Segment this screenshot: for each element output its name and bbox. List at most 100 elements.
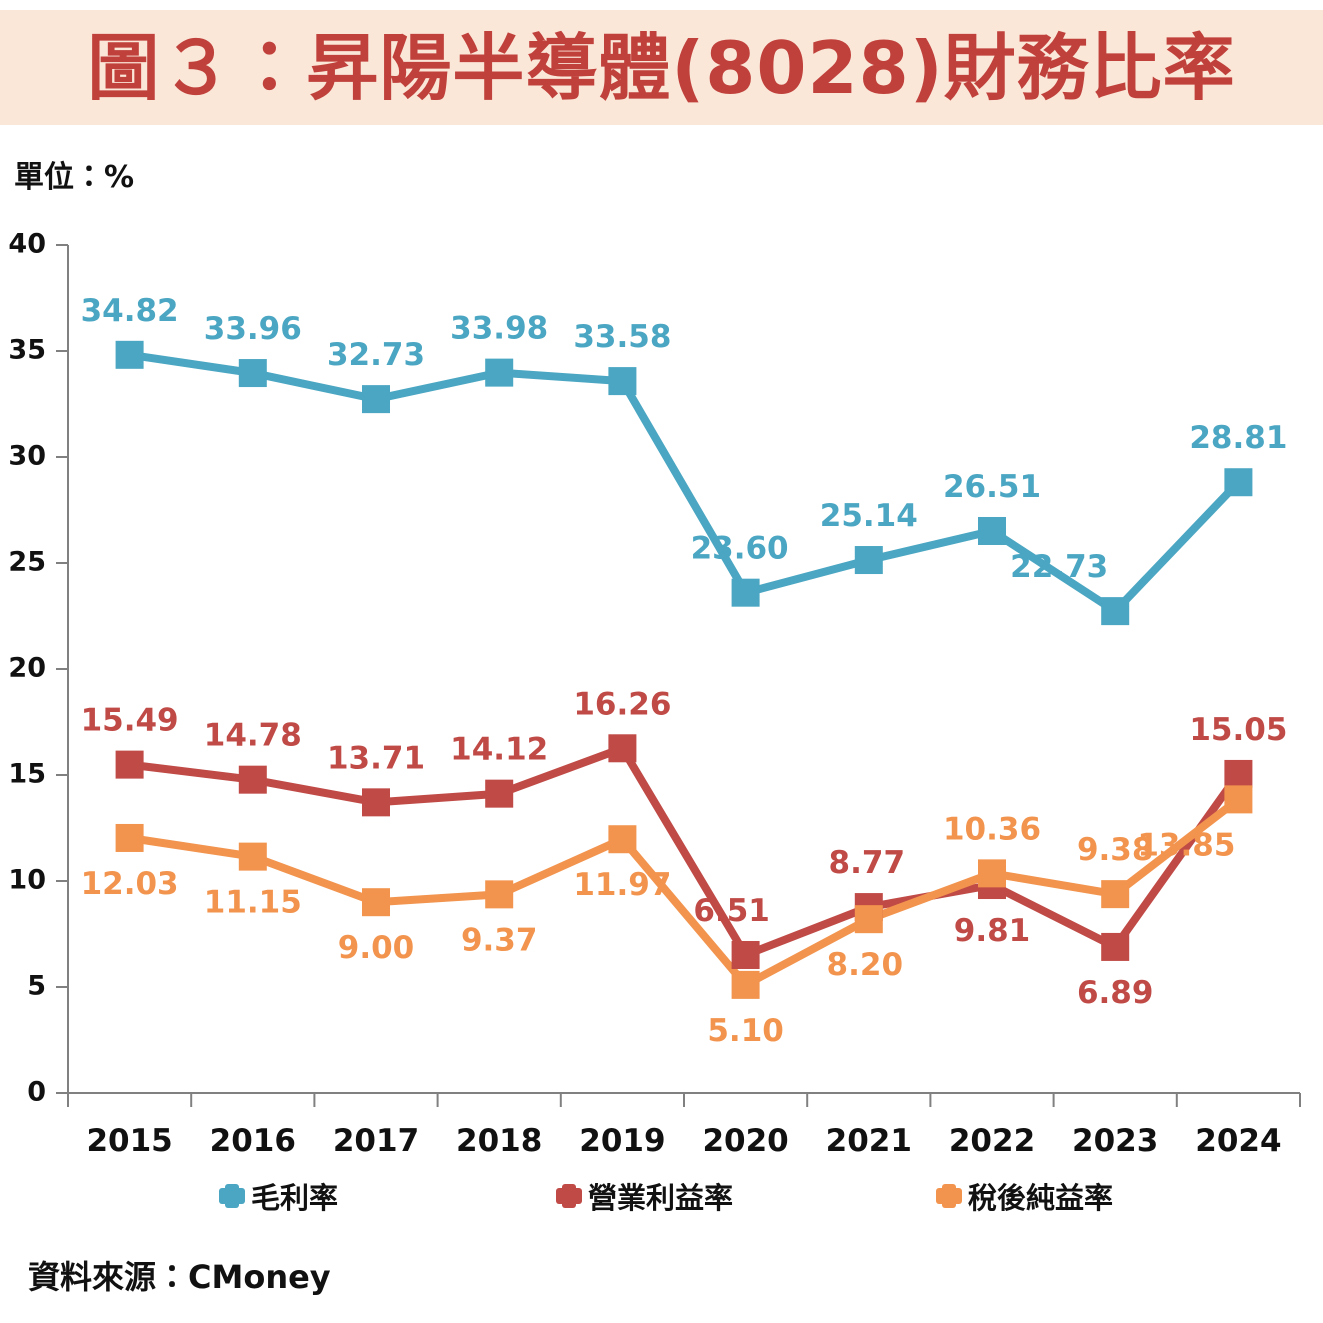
y-tick-label: 5 [27,971,46,1002]
data-point-label: 8.77 [829,845,906,881]
series-line-2 [129,796,1241,989]
data-point-marker [115,750,144,779]
data-point-marker [731,940,760,969]
y-tick-label: 40 [8,229,46,260]
legend-label: 稅後純益率 [968,1181,1114,1215]
data-point-marker [238,359,267,388]
data-point-label: 33.58 [573,319,671,355]
data-point-marker [362,385,390,414]
data-point-label: 10.36 [943,811,1041,847]
data-point-marker [978,859,1006,888]
y-tick-label: 30 [8,441,46,472]
y-tick-label: 15 [8,759,46,790]
legend-swatch-icon [556,1184,582,1208]
data-point-marker [362,888,390,917]
legend-label: 營業利益率 [588,1181,734,1215]
data-point-label: 34.82 [81,293,179,329]
data-point-label: 11.15 [204,885,302,921]
data-point-label: 13.71 [327,740,425,776]
legend-item-0[interactable]: 毛利率 [219,1175,338,1217]
x-tick-label: 2023 [1072,1123,1158,1159]
y-tick-label: 0 [27,1077,46,1108]
data-point-label: 9.38 [1077,832,1154,868]
x-tick-label: 2024 [1195,1123,1281,1159]
legend-swatch-icon [936,1184,962,1208]
data-point-label: 13.85 [1137,827,1235,863]
page-title: 圖３：昇陽半導體(8028)財務比率 [87,25,1236,110]
data-point-marker [1224,785,1253,814]
x-tick-label: 2021 [826,1123,912,1159]
data-point-label: 32.73 [327,337,425,373]
x-tick-label: 2015 [86,1123,172,1159]
legend-swatch-icon [219,1184,245,1208]
data-point-label: 8.20 [827,947,904,983]
data-point-marker [1101,932,1130,961]
data-point-label: 15.49 [81,703,179,739]
data-point-marker [485,779,514,808]
source-note: 資料來源：CMoney [28,1258,331,1296]
x-axis-ticks: 2015 2016 2017 2018 2019 2020 2021 2022 2023 2024 [67,1093,1301,1159]
y-tick-label: 10 [8,865,46,896]
data-point-marker [115,340,144,369]
data-point-label: 14.12 [450,732,548,768]
data-point-label: 9.81 [954,913,1031,949]
data-point-label: 9.00 [338,930,415,966]
data-point-marker [238,842,267,871]
data-point-marker [362,788,390,817]
data-point-marker [608,734,637,763]
data-point-label: 25.14 [820,498,918,534]
series-markers [115,340,1253,999]
legend-label: 毛利率 [251,1181,339,1215]
data-point-label: 14.78 [204,718,302,754]
data-point-label: 23.60 [691,531,789,567]
data-point-label: 12.03 [81,866,179,902]
data-point-label: 15.05 [1189,712,1287,748]
data-point-marker [854,905,883,934]
series-line-0 [129,350,1242,616]
x-tick-label: 2020 [702,1123,788,1159]
data-point-marker [731,970,760,999]
x-tick-label: 2022 [949,1123,1035,1159]
data-point-marker [978,516,1006,545]
data-point-label: 22.73 [1010,549,1108,585]
data-point-label: 26.51 [943,469,1041,505]
data-point-label: 11.97 [573,867,671,903]
x-tick-label: 2018 [456,1123,542,1159]
data-point-marker [608,825,637,854]
series-line-1 [129,744,1242,959]
data-point-marker [1101,597,1130,626]
legend-item-1[interactable]: 營業利益率 [556,1175,733,1217]
data-point-label: 6.89 [1077,975,1154,1011]
data-point-marker [485,358,514,387]
data-point-label: 5.10 [707,1013,784,1049]
legend-item-2[interactable]: 稅後純益率 [936,1175,1113,1217]
data-point-marker [1101,880,1130,909]
data-point-marker [731,578,760,607]
series-lines [129,350,1242,989]
title-banner: 圖３：昇陽半導體(8028)財務比率 [0,10,1323,125]
data-point-label: 6.51 [693,893,770,929]
data-point-label: 33.98 [450,311,548,347]
data-point-marker [978,871,1006,900]
data-point-marker [854,546,883,575]
x-tick-label: 2016 [210,1123,296,1159]
data-point-labels: 34.82 33.96 32.73 33.98 33.58 23.60 25.14 26.51… [81,293,1288,1049]
x-tick-label: 2019 [579,1123,665,1159]
y-tick-label: 25 [8,547,46,578]
data-point-marker [115,823,144,852]
data-point-label: 28.81 [1189,420,1287,456]
y-axis-ticks: 0 5 10 15 20 25 30 35 40 [8,229,68,1108]
data-point-marker [238,765,267,794]
chart-legend: 毛利率 營業利益率 稅後純益率 [0,1172,1323,1220]
data-point-marker [854,893,883,922]
axes-group [67,245,1300,1094]
data-point-label: 9.37 [461,922,538,958]
data-point-label: 16.26 [573,686,671,722]
x-tick-label: 2017 [333,1123,419,1159]
y-tick-label: 20 [8,653,46,684]
data-point-marker [608,367,637,396]
data-point-marker [485,880,514,909]
unit-label: 單位：% [14,160,135,195]
